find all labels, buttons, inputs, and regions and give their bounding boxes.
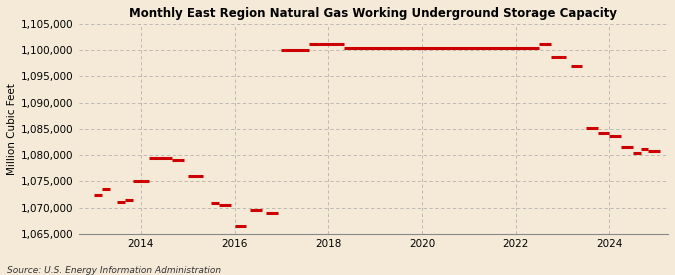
- Y-axis label: Million Cubic Feet: Million Cubic Feet: [7, 83, 17, 175]
- Text: Source: U.S. Energy Information Administration: Source: U.S. Energy Information Administ…: [7, 266, 221, 275]
- Title: Monthly East Region Natural Gas Working Underground Storage Capacity: Monthly East Region Natural Gas Working …: [130, 7, 618, 20]
